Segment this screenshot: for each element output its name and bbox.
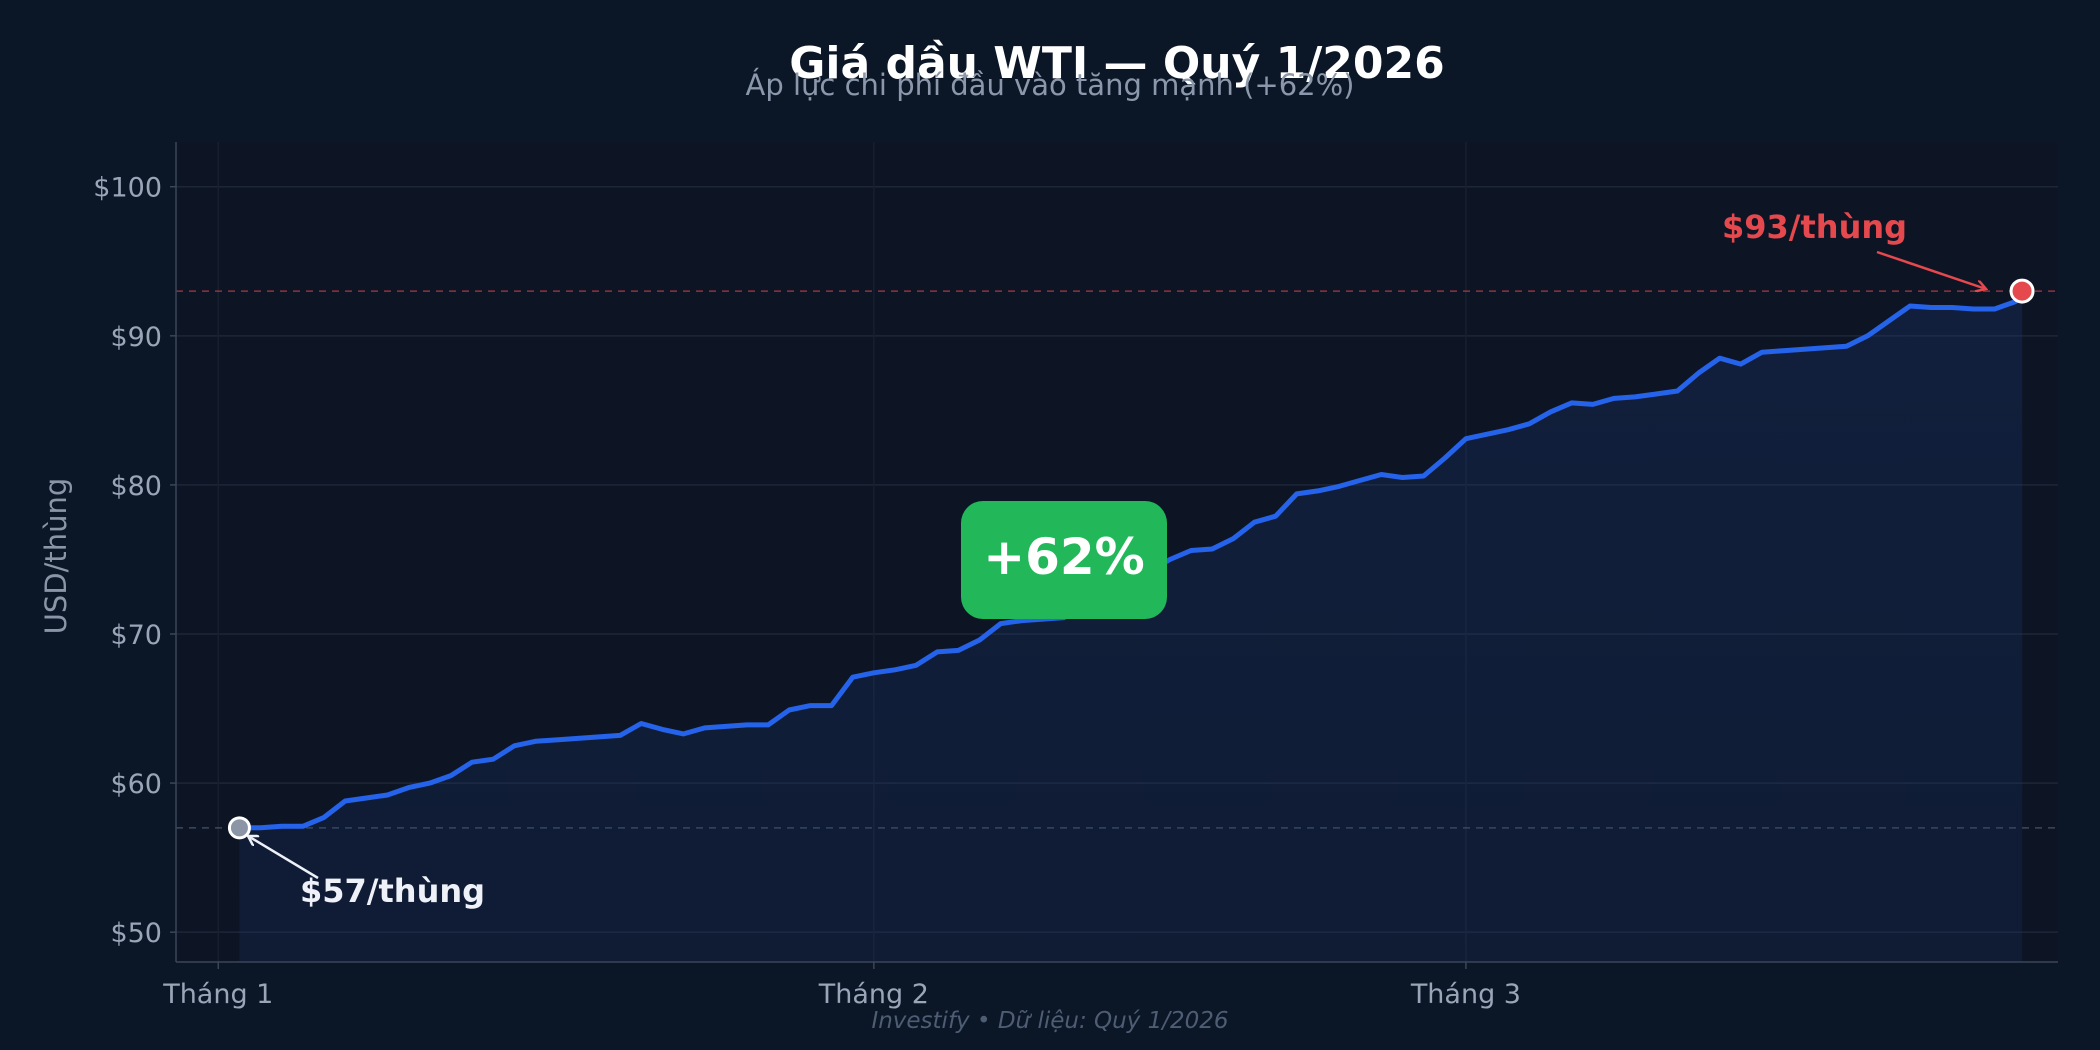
start-annotation-arrow bbox=[248, 836, 319, 880]
chart-footer: Investify • Dữ liệu: Quý 1/2026 bbox=[871, 1008, 1228, 1034]
y-ticks: $50 $60 $70 $80 $90 $100 bbox=[93, 173, 176, 949]
y-tick-label-0: $50 bbox=[110, 918, 162, 949]
y-tick-label-2: $70 bbox=[110, 620, 162, 651]
y-tick-label-3: $80 bbox=[110, 471, 162, 502]
start-annotation-label: $57/thùng bbox=[300, 872, 485, 910]
y-axis-label: USD/thùng bbox=[39, 478, 73, 635]
y-tick-label-5: $100 bbox=[93, 173, 162, 204]
end-point-marker bbox=[2009, 278, 2035, 304]
y-tick-label-4: $90 bbox=[110, 322, 162, 353]
start-point-marker bbox=[227, 816, 251, 840]
chart-title: Giá dầu WTI — Quý 1/2026 bbox=[789, 38, 1444, 89]
end-annotation-label: $93/thùng bbox=[1722, 208, 1907, 246]
chart-subtitle: Áp lực chi phí đầu vào tăng mạnh (+62%) bbox=[746, 68, 1355, 102]
change-badge: +62% bbox=[961, 501, 1167, 619]
x-tick-label-0: Tháng 1 bbox=[162, 979, 273, 1010]
x-tick-label-1: Tháng 2 bbox=[818, 979, 929, 1010]
price-area bbox=[239, 291, 2023, 963]
change-badge-label: +62% bbox=[983, 528, 1145, 586]
change-badge-background bbox=[961, 501, 1167, 619]
end-annotation-arrow bbox=[1876, 250, 1986, 289]
x-tick-label-2: Tháng 3 bbox=[1410, 979, 1521, 1010]
x-ticks: Tháng 1 Tháng 2 Tháng 3 bbox=[162, 962, 1521, 1010]
y-tick-label-1: $60 bbox=[110, 769, 162, 800]
